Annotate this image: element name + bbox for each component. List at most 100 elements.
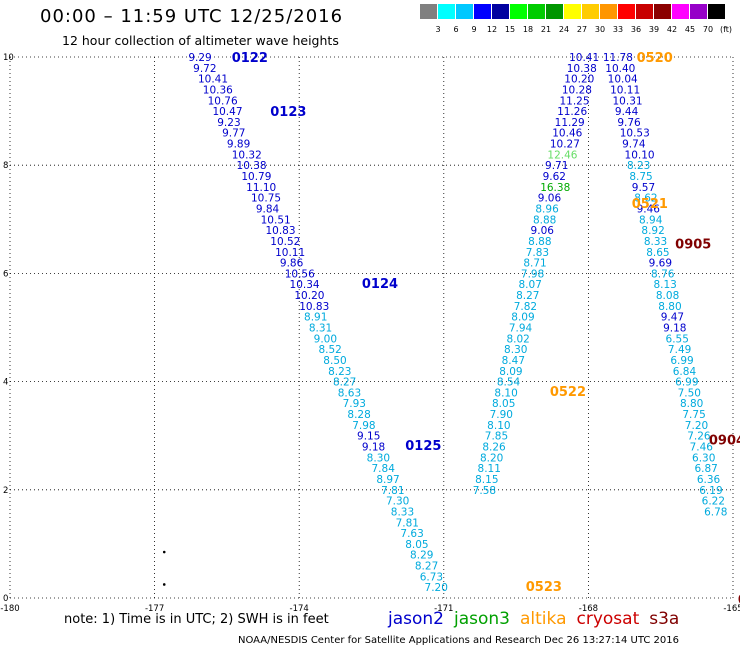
pass-time-label: 0122 bbox=[232, 51, 268, 66]
wave-height-value: 10.79 bbox=[241, 171, 271, 183]
wave-height-value: 10.34 bbox=[290, 279, 320, 291]
wave-height-value: 8.28 bbox=[347, 409, 370, 421]
wave-height-value: 8.88 bbox=[533, 214, 556, 226]
wave-height-value: 8.71 bbox=[523, 258, 546, 270]
color-swatch bbox=[510, 4, 527, 19]
color-scale-label: 70 bbox=[702, 25, 714, 34]
y-tick-label: 2 bbox=[3, 486, 8, 496]
wave-height-value: 8.13 bbox=[653, 279, 676, 291]
color-swatch bbox=[438, 4, 455, 19]
color-swatch bbox=[528, 4, 545, 19]
color-scale-label: 36 bbox=[630, 25, 642, 34]
wave-height-value: 10.56 bbox=[285, 268, 315, 280]
wave-height-value: 9.29 bbox=[188, 52, 211, 64]
legend-entry-altika: altika bbox=[520, 609, 567, 629]
wave-height-value: 9.69 bbox=[649, 258, 672, 270]
point-marker bbox=[162, 550, 166, 554]
legend-entry-s3a: s3a bbox=[649, 609, 680, 629]
wave-height-value: 10.83 bbox=[299, 301, 329, 313]
wave-height-value: 9.86 bbox=[280, 258, 304, 270]
wave-height-value: 8.63 bbox=[338, 387, 361, 399]
color-scale-label: 3 bbox=[435, 25, 441, 34]
wave-height-value: 7.98 bbox=[352, 420, 375, 432]
pass-time-label: 0522 bbox=[550, 385, 586, 400]
wave-height-value: 10.20 bbox=[294, 290, 324, 302]
color-swatch bbox=[582, 4, 599, 19]
wave-height-value: 10.46 bbox=[552, 128, 582, 140]
color-scale-label: 21 bbox=[540, 25, 552, 34]
wave-height-value: 10.20 bbox=[564, 74, 594, 86]
wave-height-value: 9.23 bbox=[217, 117, 240, 129]
wave-height-value: 8.33 bbox=[644, 236, 667, 248]
wave-height-value: 11.10 bbox=[246, 182, 276, 194]
y-tick-label: 6 bbox=[3, 269, 8, 279]
wave-height-value: 6.87 bbox=[694, 463, 717, 475]
color-scale-label: (ft) bbox=[719, 25, 733, 34]
wave-height-value: 10.47 bbox=[212, 106, 242, 118]
pass-time-labels: 0122 0123 0124 0125 0520 0521 0522 0523 0905 0904… bbox=[232, 51, 740, 608]
wave-height-value: 9.77 bbox=[222, 128, 245, 140]
pass-time-label: 0123 bbox=[270, 105, 306, 120]
wave-height-value: 7.81 bbox=[396, 517, 419, 529]
color-scale-label: 45 bbox=[684, 25, 696, 34]
wave-height-value: 8.10 bbox=[494, 387, 517, 399]
wave-height-value: 10.11 bbox=[275, 247, 305, 259]
color-swatch bbox=[600, 4, 617, 19]
wave-height-value: 8.27 bbox=[516, 290, 539, 302]
wave-height-value: 7.82 bbox=[514, 301, 537, 313]
wave-height-value: 6.99 bbox=[675, 377, 698, 389]
wave-height-value: 6.36 bbox=[697, 474, 721, 486]
wave-height-value: 7.58 bbox=[473, 485, 496, 497]
wave-height-value: 8.31 bbox=[309, 323, 332, 335]
legend-entry-jason3: jason3 bbox=[454, 609, 510, 629]
wave-height-value: 9.72 bbox=[193, 63, 216, 75]
wave-height-value: 8.62 bbox=[634, 193, 657, 205]
wave-height-value: 8.23 bbox=[328, 366, 351, 378]
wave-height-value: 7.94 bbox=[509, 323, 533, 335]
y-tick-label: 0 bbox=[3, 594, 8, 604]
pass-time-label: 0523 bbox=[526, 580, 562, 595]
wave-height-value: 8.11 bbox=[478, 463, 501, 475]
x-tick-label: -180 bbox=[0, 604, 19, 614]
wave-height-value: 10.41 bbox=[569, 52, 599, 64]
color-scale-label: 6 bbox=[453, 25, 459, 34]
x-tick-label: -177 bbox=[145, 604, 164, 614]
color-scale-label: 24 bbox=[558, 25, 570, 34]
wave-height-value: 8.15 bbox=[475, 474, 498, 486]
color-swatch bbox=[420, 4, 437, 19]
wave-height-value: 9.06 bbox=[531, 225, 555, 237]
wave-height-value: 8.96 bbox=[535, 203, 559, 215]
color-swatch bbox=[636, 4, 653, 19]
color-swatch bbox=[564, 4, 581, 19]
wave-height-value: 8.80 bbox=[680, 398, 703, 410]
wave-height-value: 8.54 bbox=[497, 377, 521, 389]
wave-height-value: 7.63 bbox=[400, 528, 423, 540]
wave-height-value: 8.02 bbox=[506, 333, 529, 345]
wave-height-value: 12.46 bbox=[547, 149, 577, 161]
wave-height-value: 7.90 bbox=[490, 409, 513, 421]
wave-height-value: 8.26 bbox=[482, 442, 506, 454]
note-text: note: 1) Time is in UTC; 2) SWH is in fe… bbox=[64, 612, 329, 627]
wave-height-value: 7.75 bbox=[682, 409, 705, 421]
wave-height-value: 8.30 bbox=[367, 452, 390, 464]
wave-height-value: 6.19 bbox=[699, 485, 722, 497]
color-swatch bbox=[672, 4, 689, 19]
wave-height-value: 8.08 bbox=[656, 290, 679, 302]
wave-height-value: 10.10 bbox=[625, 149, 655, 161]
satellite-legend: jason2 jason3 altika cryosat s3a bbox=[388, 609, 689, 629]
wave-height-value: 7.20 bbox=[685, 420, 708, 432]
wave-height-value: 9.89 bbox=[227, 139, 250, 151]
wave-height-value: 10.83 bbox=[265, 225, 295, 237]
wave-height-value: 10.31 bbox=[613, 95, 643, 107]
pass-time-label: 0124 bbox=[362, 277, 398, 292]
color-swatch bbox=[456, 4, 473, 19]
wave-height-value: 7.83 bbox=[526, 247, 549, 259]
wave-height-value: 9.46 bbox=[637, 203, 661, 215]
color-swatch bbox=[474, 4, 491, 19]
grid-lines bbox=[9, 56, 734, 599]
wave-height-value: 10.38 bbox=[237, 160, 267, 172]
point-marker bbox=[162, 583, 166, 586]
wave-height-value: 10.41 bbox=[198, 74, 228, 86]
wave-height-value: 11.29 bbox=[555, 117, 585, 129]
wave-height-value: 9.84 bbox=[256, 203, 280, 215]
